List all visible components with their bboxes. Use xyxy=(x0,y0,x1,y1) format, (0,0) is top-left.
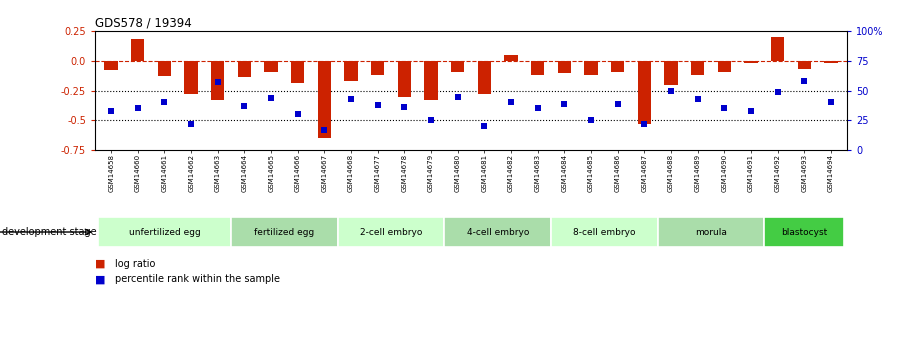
Bar xyxy=(691,61,705,75)
Bar xyxy=(211,61,225,100)
Bar xyxy=(718,61,731,71)
Point xyxy=(158,100,172,105)
Point xyxy=(664,88,679,93)
Text: fertilized egg: fertilized egg xyxy=(255,227,314,237)
Point xyxy=(397,105,411,110)
Bar xyxy=(531,61,545,75)
Bar xyxy=(765,217,844,247)
Bar xyxy=(338,217,445,247)
Bar xyxy=(265,61,278,71)
Point xyxy=(450,94,465,99)
Text: 2-cell embryo: 2-cell embryo xyxy=(360,227,422,237)
Bar xyxy=(584,61,598,75)
Point xyxy=(424,118,439,123)
Text: log ratio: log ratio xyxy=(115,259,156,269)
Bar xyxy=(451,61,465,71)
Point xyxy=(477,124,492,129)
Bar xyxy=(185,61,198,94)
Text: blastocyst: blastocyst xyxy=(781,227,827,237)
Bar xyxy=(771,37,785,61)
Point xyxy=(371,102,385,108)
Point xyxy=(504,100,518,105)
Bar xyxy=(558,61,571,73)
Point xyxy=(237,103,252,109)
Bar xyxy=(477,61,491,94)
Text: percentile rank within the sample: percentile rank within the sample xyxy=(115,275,280,284)
Bar xyxy=(424,61,438,100)
Point xyxy=(184,121,198,127)
Bar xyxy=(131,39,144,61)
Point xyxy=(104,108,119,114)
Bar xyxy=(344,61,358,81)
Point xyxy=(824,100,838,105)
Text: morula: morula xyxy=(695,227,727,237)
Text: ■: ■ xyxy=(95,259,106,269)
Bar xyxy=(745,61,757,63)
Point xyxy=(583,118,598,123)
Bar xyxy=(445,217,551,247)
Bar xyxy=(398,61,411,97)
Point xyxy=(770,89,785,95)
Point xyxy=(797,78,812,84)
Point xyxy=(130,106,145,111)
Text: GDS578 / 19394: GDS578 / 19394 xyxy=(95,17,192,30)
Bar xyxy=(291,61,304,83)
Bar xyxy=(98,217,231,247)
Bar xyxy=(824,61,838,63)
Bar xyxy=(158,61,171,76)
Point xyxy=(718,106,732,111)
Bar xyxy=(612,61,624,71)
Text: unfertilized egg: unfertilized egg xyxy=(129,227,200,237)
Bar xyxy=(104,61,118,70)
Text: ■: ■ xyxy=(95,275,106,284)
Point xyxy=(611,101,625,106)
Bar xyxy=(664,61,678,85)
Text: 4-cell embryo: 4-cell embryo xyxy=(467,227,529,237)
Bar xyxy=(505,55,518,61)
Point xyxy=(690,96,705,102)
Bar xyxy=(318,61,331,138)
Bar xyxy=(638,61,651,124)
Text: development stage: development stage xyxy=(2,227,96,237)
Bar xyxy=(798,61,811,69)
Point xyxy=(291,111,305,117)
Text: 8-cell embryo: 8-cell embryo xyxy=(573,227,636,237)
Point xyxy=(344,96,359,102)
Bar xyxy=(551,217,658,247)
Bar xyxy=(231,217,338,247)
Point xyxy=(210,79,225,85)
Point xyxy=(317,127,332,132)
Point xyxy=(637,121,651,127)
Bar xyxy=(237,61,251,78)
Point xyxy=(744,108,758,114)
Bar xyxy=(658,217,765,247)
Point xyxy=(531,106,545,111)
Point xyxy=(264,95,278,100)
Bar xyxy=(371,61,384,75)
Point xyxy=(557,101,572,106)
